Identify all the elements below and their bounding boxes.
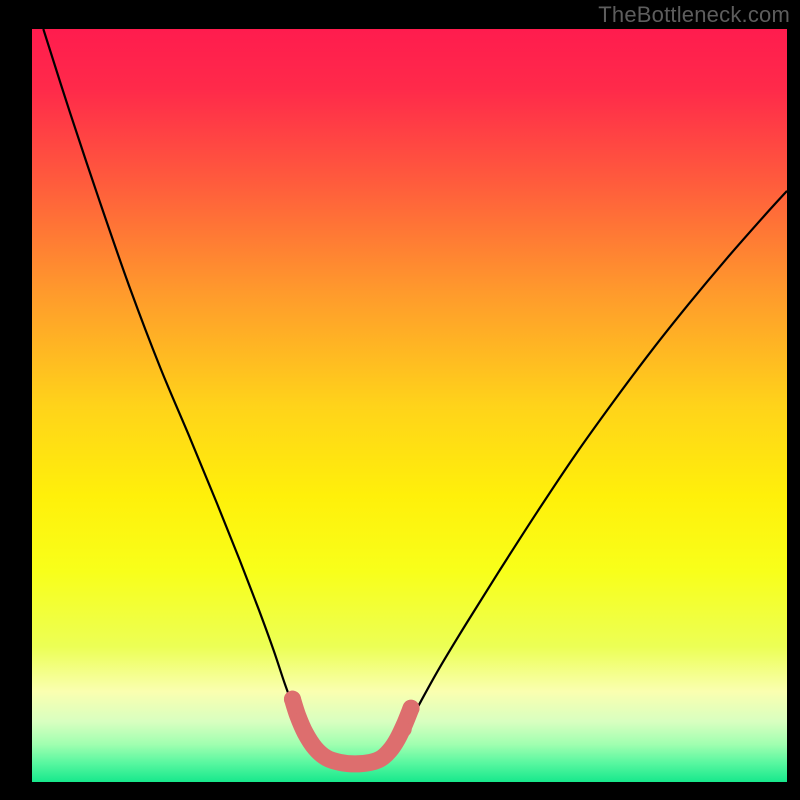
frame-border — [0, 0, 32, 800]
gradient-background — [32, 29, 787, 782]
highlight-endcap-3 — [397, 722, 412, 737]
highlight-endcap-1 — [403, 700, 420, 717]
frame-border — [787, 0, 800, 800]
bottleneck-chart-svg — [32, 29, 787, 782]
plot-area — [32, 29, 787, 782]
highlight-endcap-0 — [284, 691, 301, 708]
highlight-endcap-2 — [293, 713, 308, 728]
watermark-text: TheBottleneck.com — [598, 2, 790, 28]
frame-border — [0, 782, 800, 800]
